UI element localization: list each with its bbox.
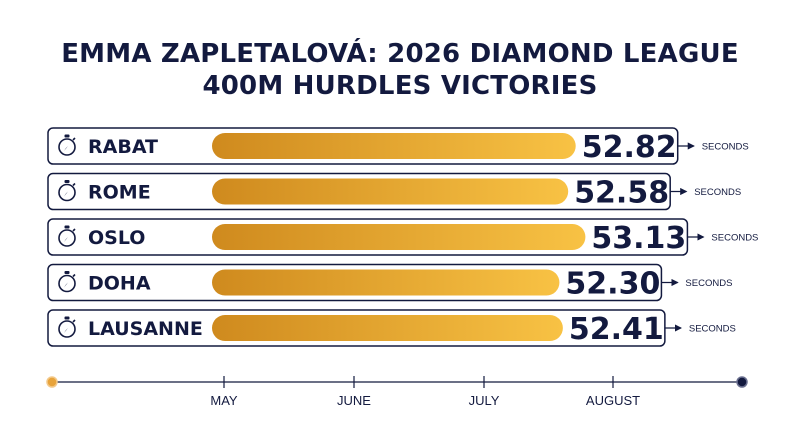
unit-label: SECONDS	[711, 233, 758, 244]
bar-row-lausanne: LAUSANNE 52.41 SECONDS	[47, 309, 736, 347]
unit-label: SECONDS	[694, 187, 741, 198]
bar	[212, 224, 586, 250]
category-label: RABAT	[88, 136, 158, 158]
bar	[212, 178, 569, 205]
unit-label: SECONDS	[702, 142, 749, 153]
timeline-label: MAY	[210, 393, 238, 408]
stopwatch-icon	[58, 316, 76, 338]
value-label: 52.58	[574, 176, 669, 211]
value-label: 52.30	[565, 267, 660, 302]
value-label: 52.82	[582, 130, 677, 165]
bar-row-doha: DOHA 52.30 SECONDS	[47, 263, 732, 302]
stopwatch-icon	[58, 225, 76, 247]
chart-title: EMMA ZAPLETALOVÁ: 2026 DIAMOND LEAGUE 40…	[0, 38, 800, 102]
timeline-start-dot	[46, 376, 58, 388]
value-label: 53.13	[591, 221, 686, 256]
bar-row-rome: ROME 52.58 SECONDS	[47, 172, 741, 211]
timeline-label: JUNE	[337, 393, 371, 408]
timeline-label: JULY	[469, 393, 500, 408]
category-label: LAUSANNE	[88, 318, 203, 340]
category-label: ROME	[88, 182, 151, 204]
bar-row-rabat: RABAT 52.82 SECONDS	[47, 127, 749, 165]
bar-row-oslo: OSLO 53.13 SECONDS	[47, 218, 758, 256]
timeline-end-dot	[736, 376, 748, 388]
chart-title-line-2: 400M HURDLES VICTORIES	[202, 71, 598, 101]
stopwatch-icon	[58, 134, 76, 156]
bar	[212, 269, 560, 296]
category-label: OSLO	[88, 227, 145, 249]
value-label: 52.41	[569, 312, 664, 347]
timeline-label: AUGUST	[586, 393, 640, 408]
bar	[212, 133, 576, 159]
bar	[212, 315, 563, 341]
stopwatch-icon	[58, 271, 76, 293]
unit-label: SECONDS	[685, 278, 732, 289]
chart-title-line-1: EMMA ZAPLETALOVÁ: 2026 DIAMOND LEAGUE	[61, 39, 739, 69]
category-label: DOHA	[88, 273, 151, 295]
unit-label: SECONDS	[689, 324, 736, 335]
stopwatch-icon	[58, 180, 76, 202]
